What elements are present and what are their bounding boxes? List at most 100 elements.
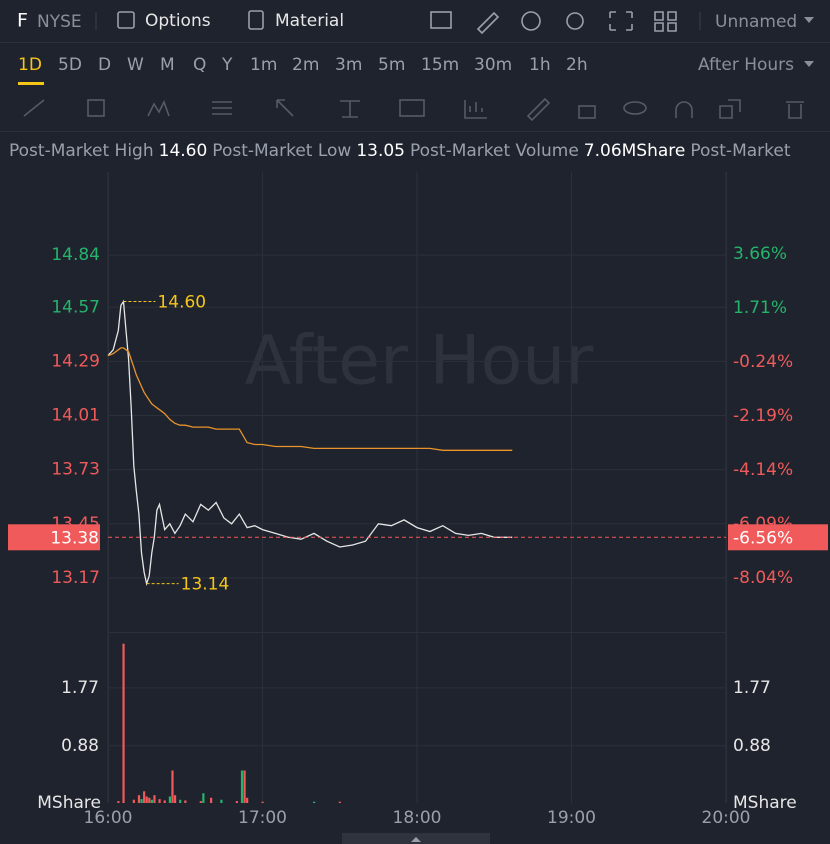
- volume-bar: [168, 796, 171, 803]
- volume-bar: [117, 801, 120, 803]
- stat-value: 14.60: [159, 141, 208, 161]
- icon[interactable]: [609, 11, 633, 31]
- session-select[interactable]: After Hours: [698, 55, 794, 75]
- tool[interactable]: [147, 99, 170, 117]
- period-button[interactable]: 30m: [474, 55, 512, 75]
- icon[interactable]: [430, 11, 452, 29]
- y-tick-label: 0.88: [61, 736, 99, 756]
- period-button[interactable]: W: [127, 55, 144, 75]
- volume-bar: [199, 801, 202, 803]
- volume-bar: [122, 643, 125, 803]
- volume-bar: [150, 799, 153, 803]
- annotation-label: 13.14: [181, 575, 230, 595]
- y2-tick-label: 1.71%: [733, 298, 787, 318]
- period-button[interactable]: 1h: [529, 55, 551, 75]
- period-button[interactable]: 1m: [250, 55, 277, 75]
- y2-tick-label: -0.24%: [733, 352, 793, 372]
- volume-bar: [210, 797, 213, 803]
- y2-tick-label: -8.04%: [733, 568, 793, 588]
- y2-tick-label: -4.14%: [733, 460, 793, 480]
- stat-value: 13.05: [356, 141, 405, 161]
- volume-bar: [173, 795, 177, 803]
- tool[interactable]: [578, 105, 596, 119]
- volume-bar: [148, 797, 151, 803]
- symbol[interactable]: F: [17, 10, 28, 32]
- icon[interactable]: [566, 12, 584, 30]
- last-price-label: 13.38: [50, 528, 99, 548]
- tool[interactable]: [87, 99, 105, 117]
- period-underline: [18, 82, 44, 85]
- y-tick-label: 14.29: [51, 351, 100, 371]
- volume-bar: [171, 770, 174, 803]
- tool[interactable]: [526, 97, 551, 122]
- tool[interactable]: [212, 101, 232, 115]
- price-line: [107, 347, 513, 451]
- volume-bar: [158, 799, 161, 803]
- volume-bar: [313, 801, 316, 803]
- y2-tick-label: 3.66%: [733, 244, 787, 264]
- volume-bar: [153, 795, 156, 803]
- y-tick-label: 1.77: [61, 678, 99, 698]
- y-tick-label: 14.57: [51, 297, 100, 317]
- options-button[interactable]: Options: [145, 11, 211, 31]
- tool[interactable]: [340, 100, 360, 118]
- period-button[interactable]: 2h: [566, 55, 588, 75]
- layout-name[interactable]: Unnamed: [715, 12, 797, 32]
- period-button[interactable]: 2m: [292, 55, 319, 75]
- exchange: NYSE: [37, 12, 82, 32]
- volume-bar: [202, 793, 205, 803]
- caret[interactable]: [804, 17, 814, 23]
- options-icon[interactable]: [117, 11, 135, 29]
- caret[interactable]: [804, 61, 814, 67]
- volume-bar: [240, 770, 244, 803]
- icon[interactable]: [654, 11, 677, 32]
- tool[interactable]: [464, 100, 487, 119]
- stat-label: Post-Market High: [9, 141, 154, 161]
- annotation-label: 14.60: [157, 292, 206, 312]
- tool[interactable]: [719, 99, 741, 119]
- period-button[interactable]: 3m: [335, 55, 362, 75]
- y-tick-label: 14.01: [51, 406, 100, 426]
- period-button[interactable]: 1D: [18, 55, 42, 75]
- volume-bar: [143, 791, 146, 803]
- stat-label: Post-Market Low: [212, 141, 351, 161]
- last-price-tag: [8, 524, 100, 551]
- period-button[interactable]: Y: [221, 55, 233, 75]
- tool[interactable]: [786, 101, 804, 119]
- tool[interactable]: [623, 101, 647, 115]
- tool[interactable]: [23, 99, 45, 117]
- tool[interactable]: [675, 101, 693, 118]
- volume-bar: [137, 795, 141, 803]
- volume-unit: MShare: [37, 793, 101, 813]
- y2-tick-label: 0.88: [733, 736, 771, 756]
- volume-unit: MShare: [733, 793, 797, 813]
- icon[interactable]: [476, 11, 500, 35]
- icon[interactable]: [521, 11, 541, 31]
- volume-bar: [140, 799, 143, 803]
- period-button[interactable]: 15m: [421, 55, 459, 75]
- volume-bar: [243, 770, 246, 803]
- material-icon[interactable]: [248, 10, 264, 30]
- volume-bar: [235, 801, 238, 803]
- period-button[interactable]: 5D: [58, 55, 82, 75]
- last-change-tag: [728, 524, 828, 551]
- scroll-caret[interactable]: [411, 837, 421, 842]
- volume-bar: [184, 800, 187, 803]
- volume-bar: [145, 796, 148, 803]
- material-button[interactable]: Material: [275, 11, 344, 31]
- period-button[interactable]: M: [160, 55, 175, 75]
- y2-tick-label: -2.19%: [733, 406, 793, 426]
- x-tick-label: 18:00: [393, 808, 442, 828]
- tool[interactable]: [276, 99, 294, 117]
- volume-bar: [261, 801, 264, 803]
- x-tick-label: 19:00: [547, 808, 596, 828]
- y-tick-label: 13.73: [51, 460, 100, 480]
- period-bar: 1D 5D D W M Q Y 1m 2m 3m 5m 15m 30m 1h 2h: [18, 55, 588, 85]
- period-button[interactable]: Q: [193, 55, 206, 75]
- period-button[interactable]: 5m: [378, 55, 405, 75]
- tool[interactable]: [399, 99, 425, 117]
- period-button[interactable]: D: [98, 55, 111, 75]
